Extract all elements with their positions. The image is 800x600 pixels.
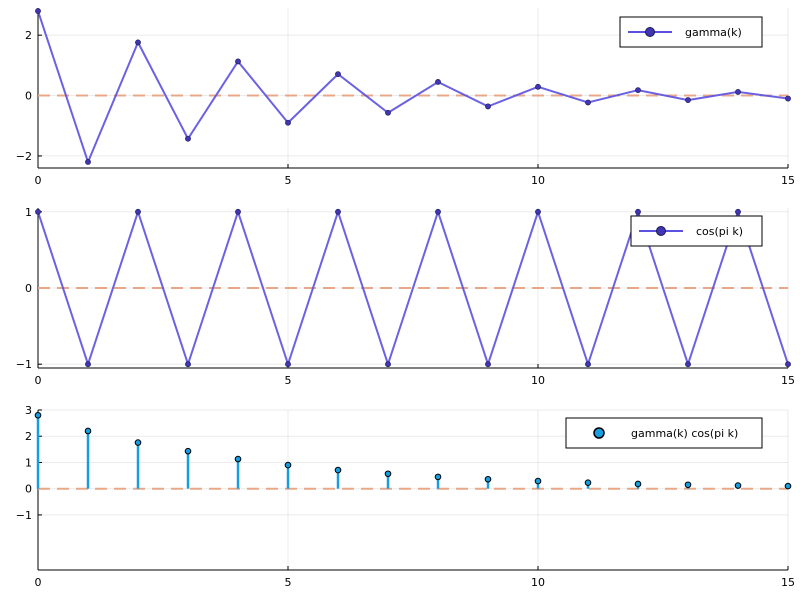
stem-point (284, 461, 292, 469)
x-tick-label: 5 (285, 174, 292, 187)
x-tick-label: 10 (531, 374, 545, 387)
data-point (235, 58, 241, 65)
stem-point (334, 466, 342, 474)
data-point (285, 361, 291, 368)
y-tick-label: 0 (25, 282, 32, 295)
x-tick-label: 0 (35, 576, 42, 589)
legend-swatch-marker (645, 27, 655, 37)
series-group (35, 208, 791, 368)
y-tick-label: 1 (25, 456, 32, 469)
y-tick-label: 1 (25, 206, 32, 219)
data-point (35, 208, 41, 215)
y-tick-label: 3 (25, 404, 32, 417)
data-point (685, 97, 691, 103)
series-group (35, 8, 791, 165)
y-tick-label: 0 (25, 483, 32, 496)
stem-point (784, 482, 792, 490)
legend-swatch-marker (656, 226, 666, 236)
y-tick-label: 0 (25, 90, 32, 103)
data-point (85, 361, 91, 368)
data-point (435, 208, 441, 215)
x-tick-label: 15 (781, 374, 795, 387)
data-point (785, 95, 791, 102)
stem-point (384, 470, 392, 478)
data-point (35, 8, 41, 14)
series-line (37, 10, 789, 165)
data-point (485, 361, 491, 368)
legend-label: cos(pi k) (696, 225, 743, 238)
stem-point (434, 473, 442, 481)
y-tick-label: −2 (16, 150, 32, 163)
stem-point (684, 481, 692, 489)
stem-point (734, 482, 742, 489)
data-point (235, 208, 241, 215)
x-tick-label: 15 (781, 576, 795, 589)
legend: gamma(k) cos(pi k) (565, 417, 763, 449)
legend-label: gamma(k) cos(pi k) (631, 427, 738, 440)
stem-point (134, 439, 142, 446)
data-point (735, 89, 741, 95)
stem-point (184, 447, 192, 455)
legend-swatch-marker (593, 427, 605, 439)
data-point (585, 99, 591, 106)
legend-label: gamma(k) (685, 26, 742, 39)
data-point (85, 159, 91, 165)
data-point (485, 103, 491, 110)
data-point (435, 79, 441, 85)
data-point (785, 361, 791, 368)
data-point (535, 83, 541, 90)
data-point (185, 135, 191, 142)
data-point (185, 361, 191, 368)
y-tick-label: 2 (25, 29, 32, 42)
data-point (635, 87, 641, 94)
data-point (635, 208, 641, 215)
x-tick-label: 5 (285, 374, 292, 387)
data-point (735, 208, 741, 215)
y-tick-label: −1 (16, 509, 32, 522)
x-tick-label: 5 (285, 576, 292, 589)
data-point (385, 109, 391, 116)
series-line (37, 208, 789, 368)
stem-point (84, 427, 92, 435)
stem-point (234, 455, 242, 463)
legend: gamma(k) (619, 16, 763, 48)
plot-gamma: 0 5 10 15−202 gamma(k) (16, 8, 795, 187)
data-point (335, 71, 341, 78)
y-tick-label: −1 (16, 358, 32, 371)
series-group (34, 411, 792, 490)
data-point (335, 208, 341, 215)
stem-point (584, 479, 592, 486)
x-tick-label: 15 (781, 174, 795, 187)
data-point (535, 208, 541, 215)
stem-point (534, 477, 542, 485)
data-point (285, 119, 291, 126)
data-point (135, 208, 141, 215)
data-point (685, 361, 691, 368)
stem-point (34, 411, 42, 419)
data-point (385, 361, 391, 368)
data-point (135, 39, 141, 46)
y-tick-label: 2 (25, 430, 32, 443)
x-tick-label: 10 (531, 174, 545, 187)
x-tick-label: 0 (35, 174, 42, 187)
stem-point (484, 475, 492, 483)
x-tick-label: 0 (35, 374, 42, 387)
legend: cos(pi k) (630, 215, 763, 247)
stem-point (634, 480, 642, 488)
plot-product-stem: 0 5 10 15 −1 0 1 2 3 gamma(k) cos(pi k) (16, 404, 795, 589)
data-point (585, 361, 591, 368)
x-tick-label: 10 (531, 576, 545, 589)
